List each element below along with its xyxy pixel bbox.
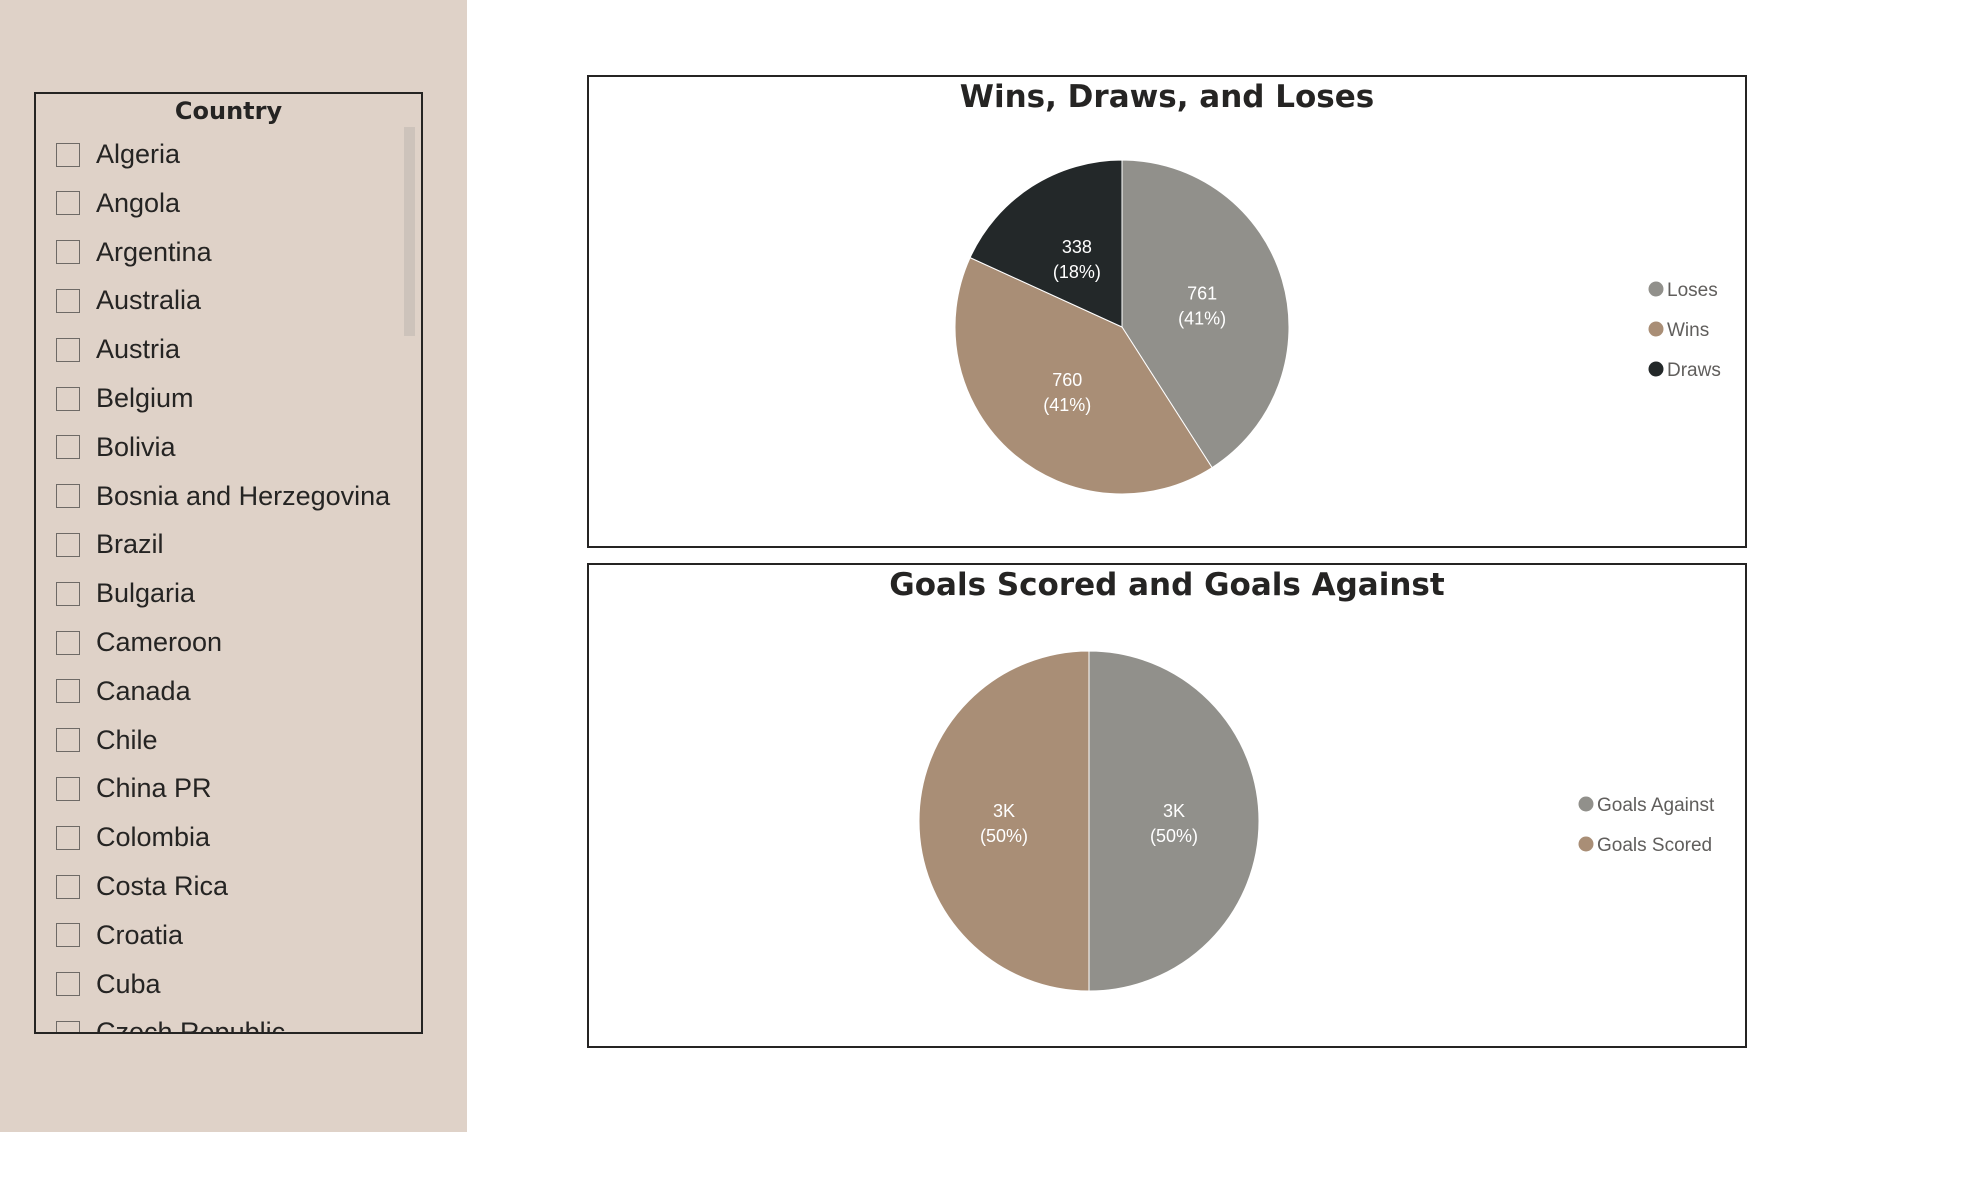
legend-label[interactable]: Goals Scored (1597, 835, 1712, 856)
checkbox[interactable] (56, 337, 80, 362)
slicer-item-label: Cameroon (96, 627, 223, 657)
slicer-title: Country (174, 97, 283, 125)
legend-marker (1648, 281, 1664, 297)
slicer-item[interactable]: Argentina (56, 228, 406, 277)
slicer-item-label: Colombia (96, 822, 211, 853)
checkbox[interactable] (56, 776, 80, 801)
slicer-item-label: Czech Republic (96, 1017, 285, 1032)
slicer-item[interactable]: Croatia (56, 911, 406, 960)
checkbox[interactable] (56, 435, 80, 460)
slicer-item-label: Bolivia (96, 431, 176, 462)
filter-panel: Country Algeria Angola Argentina Australia A… (0, 0, 467, 1132)
chart-title: Wins, Draws, and Loses (959, 79, 1375, 115)
pie-slice-draws[interactable] (969, 159, 1123, 328)
legend-label[interactable]: Draws (1667, 360, 1721, 381)
slicer-item-label: Cuba (96, 968, 161, 999)
chart-title: Goals Scored and Goals Against (889, 567, 1445, 603)
data-label-percent: (18%) (1053, 262, 1101, 282)
slicer-item[interactable]: Bosnia and Herzegovina (56, 472, 406, 521)
data-label-percent: (41%) (1178, 309, 1226, 329)
checkbox[interactable] (56, 874, 80, 899)
slicer-item[interactable]: Czech Republic (56, 1008, 406, 1032)
checkbox[interactable] (56, 972, 80, 997)
checkbox[interactable] (56, 728, 80, 753)
pie-slice-goals-scored[interactable] (918, 650, 1090, 992)
slicer-item[interactable]: Canada (56, 667, 406, 716)
slicer-item-label: China PR (96, 773, 212, 804)
slicer-item-label: Angola (96, 187, 181, 218)
legend-label[interactable]: Wins (1667, 320, 1709, 341)
slicer-scrollbar[interactable] (404, 127, 415, 336)
pie-slice-wins[interactable] (954, 256, 1213, 495)
slicer-item-label: Algeria (96, 139, 181, 169)
legend-marker (1578, 836, 1594, 852)
slicer-item-label: Canada (96, 675, 191, 706)
slicer-item[interactable]: Cuba (56, 960, 406, 1009)
pie-slice-goals-against[interactable] (1088, 650, 1260, 992)
legend-marker (1648, 321, 1664, 337)
checkbox[interactable] (56, 142, 80, 167)
wins-draws-loses-chart: Wins, Draws, and Loses 761 (41%) Loses 760 (… (587, 75, 1747, 548)
checkbox[interactable] (56, 532, 80, 557)
slicer-item-label: Bulgaria (96, 578, 196, 609)
data-label-value: 3K (1163, 801, 1185, 821)
slicer-item[interactable]: Colombia (56, 813, 406, 862)
slicer-item[interactable]: Algeria (56, 130, 406, 179)
slicer-item[interactable]: Cameroon (56, 618, 406, 667)
legend-marker (1648, 361, 1664, 377)
pie-slice-loses[interactable] (1121, 159, 1290, 469)
checkbox[interactable] (56, 386, 80, 411)
slicer-item[interactable]: China PR (56, 764, 406, 813)
checkbox[interactable] (56, 1020, 80, 1032)
slicer-list: Algeria Angola Argentina Australia Austria Be… (36, 128, 406, 1032)
legend-label[interactable]: Goals Against (1597, 795, 1715, 816)
slicer-item[interactable]: Belgium (56, 374, 406, 423)
slicer-item-label: Brazil (96, 529, 164, 560)
slicer-item[interactable]: Angola (56, 179, 406, 228)
legend-marker (1578, 796, 1594, 812)
checkbox[interactable] (56, 679, 80, 704)
pie-chart-goals: 3K (50%) Goals Against 3K (50%) Goals Scored (918, 650, 1715, 992)
slicer-item[interactable]: Austria (56, 325, 406, 374)
data-label-value: 761 (1187, 284, 1217, 304)
checkbox[interactable] (56, 630, 80, 655)
checkbox[interactable] (56, 288, 80, 313)
checkbox[interactable] (56, 484, 80, 509)
slicer-item[interactable]: Australia (56, 276, 406, 325)
checkbox[interactable] (56, 191, 80, 216)
legend-label[interactable]: Loses (1667, 280, 1718, 301)
data-label-value: 760 (1052, 370, 1082, 390)
slicer-item-label: Costa Rica (96, 871, 229, 901)
data-label-percent: (41%) (1043, 395, 1091, 415)
slicer-item[interactable]: Brazil (56, 520, 406, 569)
data-label-value: 338 (1062, 237, 1092, 257)
slicer-item-label: Argentina (96, 236, 212, 267)
data-label-value: 3K (993, 801, 1015, 821)
slicer-item-label: Austria (96, 334, 181, 365)
checkbox[interactable] (56, 825, 80, 850)
goals-chart: Goals Scored and Goals Against 3K (50%) Go… (587, 563, 1747, 1048)
slicer-item-label: Croatia (96, 919, 184, 950)
checkbox[interactable] (56, 581, 80, 606)
slicer-item[interactable]: Bulgaria (56, 569, 406, 618)
checkbox[interactable] (56, 923, 80, 948)
pie-chart-wins-draws-loses: 761 (41%) Loses 760 (41%) Wins 338 (18%) Draws (954, 159, 1721, 495)
slicer-item-label: Belgium (96, 383, 194, 413)
slicer-item[interactable]: Costa Rica (56, 862, 406, 911)
slicer-item-label: Bosnia and Herzegovina (96, 480, 391, 511)
data-label-percent: (50%) (980, 826, 1028, 846)
slicer-item[interactable]: Chile (56, 716, 406, 765)
data-label-percent: (50%) (1150, 826, 1198, 846)
checkbox[interactable] (56, 240, 80, 265)
slicer-item-label: Chile (96, 724, 158, 755)
slicer-item-label: Australia (96, 285, 202, 316)
country-slicer: Country Algeria Angola Argentina Australia A… (34, 92, 423, 1034)
slicer-item[interactable]: Bolivia (56, 423, 406, 472)
